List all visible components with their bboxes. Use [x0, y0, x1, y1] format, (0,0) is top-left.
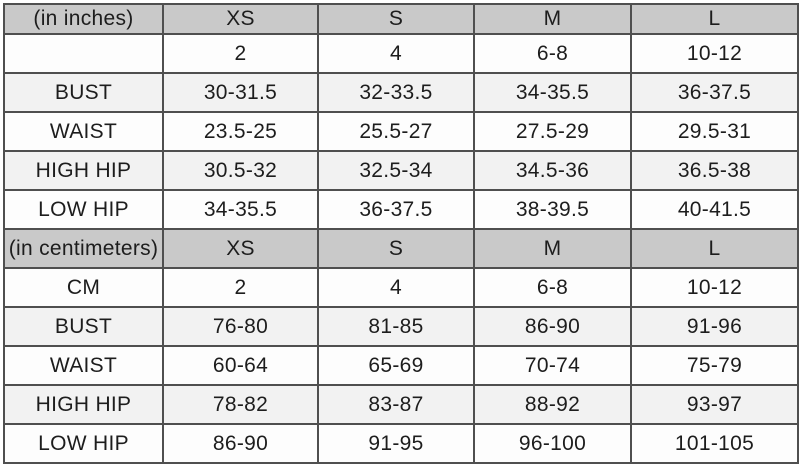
measurement-value-cell: 36-37.5 — [630, 72, 799, 113]
size-header-cell: M — [473, 3, 632, 35]
measurement-label-cell: BUST — [3, 72, 164, 113]
measurement-value-cell: 4 — [317, 33, 475, 74]
measurement-row: LOW HIP 34-35.5 36-37.5 38-39.5 40-41.5 — [3, 189, 799, 230]
measurement-value-cell: 76-80 — [162, 306, 319, 347]
measurement-value-cell: 10-12 — [630, 33, 799, 74]
measurement-value-cell: 101-105 — [630, 423, 799, 464]
measurement-value-cell: 70-74 — [473, 345, 632, 386]
size-header-cell: L — [630, 228, 799, 269]
measurement-label-cell: BUST — [3, 306, 164, 347]
measurement-value-cell: 32.5-34 — [317, 150, 475, 191]
measurement-value-cell: 88-92 — [473, 384, 632, 425]
measurement-value-cell: 86-90 — [473, 306, 632, 347]
measurement-value-cell: 93-97 — [630, 384, 799, 425]
measurement-value-cell: 23.5-25 — [162, 111, 319, 152]
measurement-row: 2 4 6-8 10-12 — [3, 33, 799, 74]
size-header-cell: XS — [162, 3, 319, 35]
measurement-value-cell: 27.5-29 — [473, 111, 632, 152]
measurement-value-cell: 34-35.5 — [473, 72, 632, 113]
measurement-value-cell: 6-8 — [473, 33, 632, 74]
measurement-value-cell: 6-8 — [473, 267, 632, 308]
measurement-label-cell: WAIST — [3, 345, 164, 386]
measurement-label-cell: HIGH HIP — [3, 150, 164, 191]
measurement-value-cell: 81-85 — [317, 306, 475, 347]
size-chart-body: (in inches) XS S M L 2 4 6-8 10-12 BUST 30-31.5 32-… — [3, 3, 799, 464]
measurement-value-cell: 78-82 — [162, 384, 319, 425]
section-header-row: (in centimeters) XS S M L — [3, 228, 799, 269]
measurement-value-cell: 2 — [162, 267, 319, 308]
size-chart-table: (in inches) XS S M L 2 4 6-8 10-12 BUST 30-31.5 32-… — [3, 3, 799, 464]
measurement-value-cell: 30-31.5 — [162, 72, 319, 113]
measurement-value-cell: 40-41.5 — [630, 189, 799, 230]
size-header-cell: XS — [162, 228, 319, 269]
measurement-row: HIGH HIP 30.5-32 32.5-34 34.5-36 36.5-38 — [3, 150, 799, 191]
measurement-value-cell: 91-95 — [317, 423, 475, 464]
measurement-value-cell: 38-39.5 — [473, 189, 632, 230]
measurement-value-cell: 34.5-36 — [473, 150, 632, 191]
measurement-label-cell: WAIST — [3, 111, 164, 152]
measurement-value-cell: 32-33.5 — [317, 72, 475, 113]
measurement-label-cell: LOW HIP — [3, 423, 164, 464]
measurement-value-cell: 86-90 — [162, 423, 319, 464]
size-header-cell: M — [473, 228, 632, 269]
unit-label-cell: (in centimeters) — [3, 228, 164, 269]
size-header-cell: L — [630, 3, 799, 35]
size-header-cell: S — [317, 3, 475, 35]
section-header-row: (in inches) XS S M L — [3, 3, 799, 35]
measurement-value-cell: 36.5-38 — [630, 150, 799, 191]
measurement-label-cell: CM — [3, 267, 164, 308]
measurement-label-cell: HIGH HIP — [3, 384, 164, 425]
measurement-value-cell: 83-87 — [317, 384, 475, 425]
measurement-label-cell: LOW HIP — [3, 189, 164, 230]
measurement-row: WAIST 23.5-25 25.5-27 27.5-29 29.5-31 — [3, 111, 799, 152]
measurement-value-cell: 10-12 — [630, 267, 799, 308]
measurement-value-cell: 60-64 — [162, 345, 319, 386]
measurement-row: LOW HIP 86-90 91-95 96-100 101-105 — [3, 423, 799, 464]
measurement-row: BUST 30-31.5 32-33.5 34-35.5 36-37.5 — [3, 72, 799, 113]
measurement-value-cell: 36-37.5 — [317, 189, 475, 230]
measurement-value-cell: 4 — [317, 267, 475, 308]
measurement-row: HIGH HIP 78-82 83-87 88-92 93-97 — [3, 384, 799, 425]
measurement-row: CM 2 4 6-8 10-12 — [3, 267, 799, 308]
measurement-value-cell: 34-35.5 — [162, 189, 319, 230]
unit-label-cell: (in inches) — [3, 3, 164, 35]
measurement-label-cell — [3, 33, 164, 74]
size-header-cell: S — [317, 228, 475, 269]
measurement-value-cell: 29.5-31 — [630, 111, 799, 152]
measurement-value-cell: 75-79 — [630, 345, 799, 386]
measurement-value-cell: 30.5-32 — [162, 150, 319, 191]
measurement-row: WAIST 60-64 65-69 70-74 75-79 — [3, 345, 799, 386]
measurement-value-cell: 91-96 — [630, 306, 799, 347]
measurement-row: BUST 76-80 81-85 86-90 91-96 — [3, 306, 799, 347]
measurement-value-cell: 2 — [162, 33, 319, 74]
measurement-value-cell: 65-69 — [317, 345, 475, 386]
measurement-value-cell: 25.5-27 — [317, 111, 475, 152]
measurement-value-cell: 96-100 — [473, 423, 632, 464]
